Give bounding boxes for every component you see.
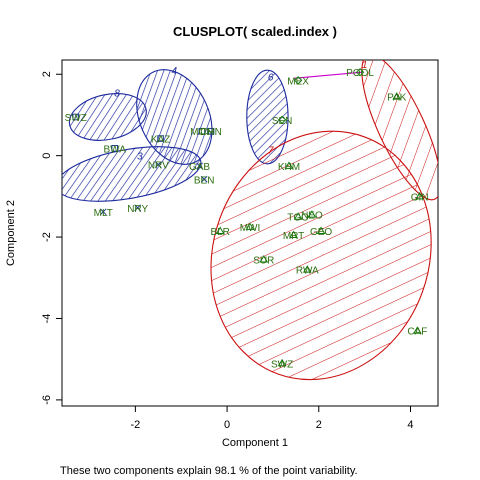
point-marker <box>134 204 142 212</box>
cluster-ellipse-3 <box>62 146 202 202</box>
point-marker <box>245 222 255 230</box>
point-marker <box>307 210 317 218</box>
cluster-ellipse-1 <box>361 60 438 201</box>
point-label: MEX <box>287 76 309 87</box>
y-tick-label: -6 <box>41 395 53 405</box>
point-marker <box>293 212 303 220</box>
cluster-number-8: 8 <box>114 89 120 100</box>
point-marker <box>355 68 365 77</box>
point-label: SWZ <box>65 113 87 124</box>
point-label: SUR <box>253 255 274 266</box>
cluster-ellipses <box>62 60 438 381</box>
point-marker <box>157 135 164 142</box>
point-label: MLT <box>94 208 113 219</box>
point-label: MRT <box>283 231 304 242</box>
point-marker <box>277 115 287 125</box>
point-marker-stroke <box>134 204 142 212</box>
point-marker <box>277 358 287 367</box>
point-label: NRV <box>148 161 169 172</box>
point-label: CAF <box>407 327 427 338</box>
point-label: KAZ <box>151 135 170 146</box>
point-label: BWA <box>104 144 127 155</box>
y-axis: -6 -4 -2 0 2 <box>41 71 62 405</box>
point-marker-stroke <box>196 162 203 170</box>
point-marker <box>111 145 119 152</box>
chart-title: CLUSPLOT( scaled.index ) <box>173 24 337 39</box>
point-label: TGO <box>287 213 309 224</box>
point-marker <box>196 162 203 170</box>
point-marker-stroke <box>99 208 107 216</box>
point-label: POOL <box>346 68 374 79</box>
point-marker <box>302 265 312 273</box>
point-marker <box>259 254 269 263</box>
x-axis-label: Component 1 <box>222 437 288 449</box>
point-label: GEO <box>310 227 332 238</box>
point-marker <box>207 127 215 135</box>
point-marker-stroke <box>200 175 208 183</box>
point-marker <box>293 76 303 85</box>
y-tick-label: 2 <box>41 71 53 77</box>
point-marker <box>316 226 326 234</box>
x-tick-label: -2 <box>130 419 140 431</box>
point-label: SEN <box>272 116 293 127</box>
point-marker <box>412 326 422 334</box>
point-marker <box>392 92 402 100</box>
point-marker-stroke <box>154 161 162 168</box>
point-label: GAB <box>189 162 210 173</box>
cluster-number-1: 1 <box>362 60 368 71</box>
point-marker <box>289 230 298 239</box>
point-marker <box>415 191 425 200</box>
variability-footnote: These two components explain 98.1 % of t… <box>60 465 358 477</box>
point-label: PAK <box>387 93 407 104</box>
cluster-labels: 8 4 3 6 7 1 <box>114 60 367 163</box>
x-tick-label: 2 <box>316 419 322 431</box>
point-marker <box>200 175 208 183</box>
cluster-number-6: 6 <box>268 72 274 83</box>
cluster-number-7: 7 <box>268 146 274 157</box>
point-label: MON <box>190 127 213 138</box>
point-label: MWI <box>240 223 261 234</box>
point-label: NRY <box>127 204 148 215</box>
x-tick-label: 0 <box>224 419 230 431</box>
plot-area-frame <box>61 59 439 407</box>
point-label: KHM <box>278 162 300 173</box>
cluster-number-4: 4 <box>172 66 178 77</box>
y-tick-label: -4 <box>41 314 53 324</box>
point-marker <box>154 161 162 168</box>
x-tick-label: 4 <box>407 419 413 431</box>
connector-line <box>293 71 363 79</box>
point-label: BEN <box>194 175 215 186</box>
y-axis-label: Component 2 <box>5 200 17 266</box>
point-label: RWA <box>296 266 319 277</box>
cluster-number-3: 3 <box>137 152 143 163</box>
y-tick-label: -2 <box>41 232 53 242</box>
point-marker <box>198 127 206 135</box>
cluster-connector <box>293 71 363 79</box>
x-axis: -2 0 2 4 <box>130 406 414 431</box>
point-label: BLR <box>210 227 229 238</box>
point-marker <box>215 226 225 234</box>
point-label: GIN <box>411 192 429 203</box>
point-label: NEO <box>301 211 323 222</box>
cluster-ellipse-7 <box>210 130 432 381</box>
y-tick-label: 0 <box>41 153 53 159</box>
point-label: SWZ <box>271 359 293 370</box>
point-marker <box>72 113 80 121</box>
point-marker <box>99 208 107 216</box>
point-marker <box>284 161 294 169</box>
point-label: CHN <box>200 127 222 138</box>
